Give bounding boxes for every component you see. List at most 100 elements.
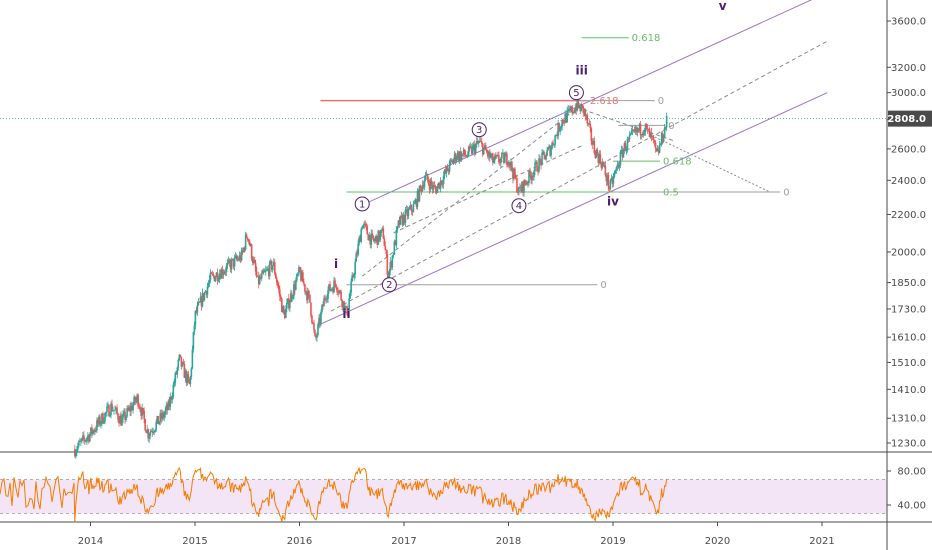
candle-body — [541, 152, 543, 165]
candle-body — [213, 275, 216, 282]
candle-body — [77, 445, 79, 450]
candle-body — [170, 396, 173, 400]
candle-body — [467, 146, 470, 155]
candle-body — [386, 253, 389, 275]
candle-body — [74, 449, 76, 457]
candle-body — [451, 160, 454, 164]
candle-body — [113, 410, 115, 412]
candle-body — [108, 405, 110, 417]
candle-body — [92, 430, 94, 434]
candle-body — [357, 243, 359, 255]
candle-body — [646, 127, 649, 130]
candle-body — [390, 261, 393, 268]
candle-body — [448, 161, 451, 172]
rsi-layer — [0, 466, 668, 523]
candle-body — [415, 199, 418, 207]
candle-body — [326, 298, 328, 300]
candle-body — [463, 149, 466, 155]
candle-body — [313, 323, 315, 330]
candle-body — [129, 407, 131, 412]
candle-body — [564, 113, 566, 123]
candle-body — [286, 302, 288, 309]
candle-body — [596, 149, 599, 155]
candle-body — [118, 419, 120, 424]
candle-body — [100, 422, 102, 425]
candle-body — [317, 324, 319, 335]
candle-body — [472, 144, 475, 146]
candle-body — [490, 156, 492, 158]
candle-body — [295, 280, 297, 290]
candle-body — [499, 161, 501, 163]
wave-circle — [511, 198, 527, 214]
candle-body — [481, 143, 484, 155]
candle-body — [392, 254, 395, 256]
candle-body — [537, 171, 539, 173]
candle-body — [139, 407, 141, 411]
candle-body — [572, 112, 575, 114]
candle-body — [622, 149, 625, 158]
candle-body — [617, 164, 620, 168]
candle-body — [83, 435, 85, 440]
candle-body — [664, 127, 667, 129]
candle-body — [485, 150, 488, 153]
candle-body — [656, 149, 659, 152]
candle-body — [335, 284, 337, 288]
price-tick-label: 1510.0 — [891, 358, 926, 369]
candle-body — [619, 152, 622, 166]
candle-body — [387, 274, 390, 280]
candle-body — [154, 429, 157, 432]
candle-body — [171, 396, 174, 400]
candle-body — [211, 273, 214, 275]
candle-body — [366, 226, 369, 235]
price-tick-label: 1310.0 — [891, 414, 926, 425]
candle-body — [470, 146, 473, 154]
candle-body — [282, 306, 284, 313]
candle-body — [95, 430, 97, 431]
candle-body — [401, 215, 404, 225]
candle-body — [112, 410, 114, 412]
candle-body — [164, 410, 167, 415]
candle-body — [172, 384, 175, 397]
candle-body — [126, 408, 128, 417]
candle-body — [97, 420, 99, 424]
candle-body — [433, 185, 436, 187]
channel-middle-dashed — [330, 40, 828, 312]
candle-body — [550, 148, 552, 156]
candle-body — [157, 416, 160, 425]
candle-body — [371, 233, 374, 236]
candle-body — [225, 265, 228, 272]
candle-body — [121, 418, 123, 426]
candle-body — [523, 180, 525, 193]
candle-body — [370, 233, 373, 245]
candle-body — [98, 416, 100, 424]
candle-body — [318, 317, 320, 325]
candle-body — [194, 310, 197, 326]
candle-body — [275, 278, 278, 283]
candle-body — [602, 162, 605, 166]
candle-body — [238, 254, 241, 261]
candle-body — [177, 359, 180, 368]
candle-body — [385, 250, 388, 254]
candle-body — [184, 370, 187, 378]
candle-body — [319, 317, 321, 324]
price-tick-label: 1730.0 — [891, 304, 926, 315]
candle-body — [566, 110, 568, 123]
candle-body — [365, 224, 368, 227]
candle-body — [599, 154, 602, 163]
candle-body — [105, 412, 107, 413]
candle-body — [643, 131, 646, 133]
candle-body — [457, 152, 460, 161]
candle-body — [631, 129, 634, 131]
candle-body — [560, 126, 562, 129]
candle-body — [229, 262, 232, 270]
candle-body — [556, 135, 558, 137]
candle-body — [190, 368, 193, 377]
candle-body — [226, 262, 229, 266]
candle-body — [605, 175, 608, 182]
candle-body — [297, 273, 299, 275]
candle-body — [236, 258, 239, 260]
candle-body — [527, 182, 529, 184]
candle-body — [638, 123, 641, 131]
candle-body — [514, 168, 516, 178]
